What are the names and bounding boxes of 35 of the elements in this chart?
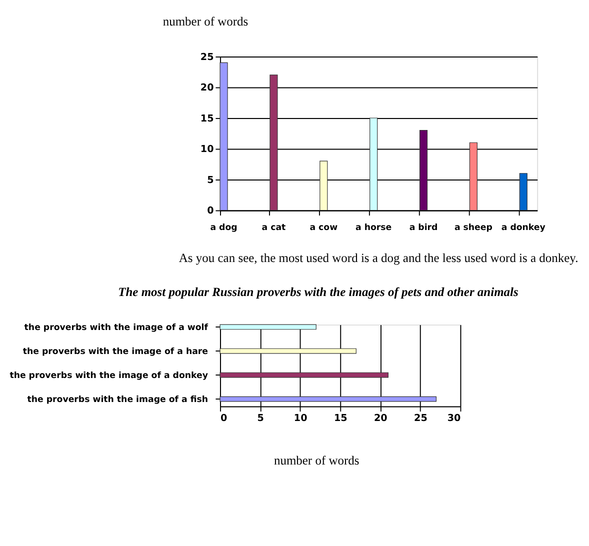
y-tick-label: the proverbs with the image of a fish (27, 394, 208, 405)
bar (519, 173, 528, 211)
x-tick-label: 15 (334, 413, 348, 424)
x-tick-label: 25 (414, 413, 428, 424)
bar (419, 130, 428, 211)
text: As you can see, the most used word is a dog and the less used word is a donkey. (178, 251, 578, 266)
x-tick-label: a bird (409, 222, 438, 233)
x-tick-label: 30 (447, 413, 462, 424)
y-tick-label: the proverbs with the image of a hare (22, 346, 208, 357)
x-tick-label: 10 (294, 413, 308, 424)
x-tick-label: 5 (257, 413, 264, 424)
x-tick-label: a donkey (501, 222, 546, 233)
y-tick-label: 25 (200, 52, 214, 63)
x-tick-label: a cow (310, 222, 338, 233)
y-tick-label: 5 (207, 174, 214, 186)
chart-title: The most popular Russian proverbs with the images of pets and other animals (118, 284, 519, 299)
y-tick-label: the proverbs with the image of a wolf (24, 322, 208, 333)
x-tick-label: 0 (220, 413, 228, 424)
bar (270, 74, 278, 211)
y-tick-label: the proverbs with the image of a donkey (10, 370, 208, 381)
x-axis-title: number of words (274, 453, 360, 468)
y-axis-title: number of words (162, 14, 248, 28)
y-tick-label: 20 (200, 82, 214, 94)
x-tick-label: a cat (262, 222, 286, 233)
x-tick-label: a sheep (454, 222, 492, 233)
bar (320, 160, 328, 211)
y-tick-label: 15 (200, 113, 214, 124)
y-tick-label: 10 (200, 144, 214, 156)
bar (370, 118, 378, 211)
y-tick-label: 0 (207, 206, 214, 217)
x-tick-label: a dog (210, 222, 238, 233)
x-tick-label: 20 (374, 413, 388, 424)
bar (220, 62, 228, 211)
x-tick-label: a horse (356, 222, 392, 233)
bar (469, 142, 478, 211)
